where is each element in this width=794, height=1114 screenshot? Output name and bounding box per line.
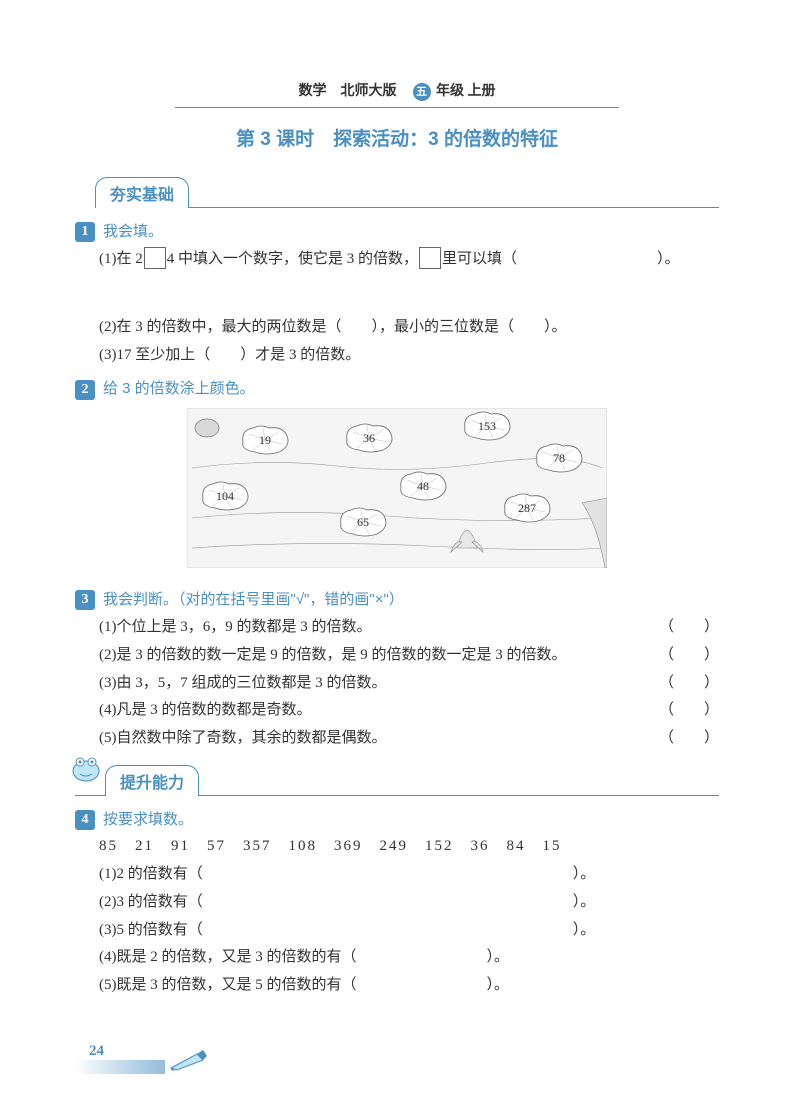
section-foundation: 夯实基础 [95,177,719,208]
q3-item: (1)个位上是 3，6，9 的数都是 3 的倍数。（ ） [99,614,719,642]
q4-item-end: ）。 [573,889,596,917]
leaf-number: 65 [357,515,369,529]
page-number: 24 [89,1043,165,1060]
lotus-leaf: 48 [401,472,446,500]
blank-box-icon [144,247,166,269]
q3-item-paren: （ ） [659,670,719,698]
q4-item-end: ）。 [487,972,510,1000]
lotus-leaf: 36 [347,424,392,452]
publisher: 北师大版 [341,84,397,99]
lotus-leaf: 78 [537,444,582,472]
leaf-number: 36 [363,431,375,445]
qnum-1: 1 [75,222,95,242]
q3-item-text: (4)凡是 3 的倍数的数都是奇数。 [99,697,659,725]
lotus-leaf: 65 [341,508,386,536]
leaf-number: 48 [417,479,429,493]
lotus-pond-image: 19 36 153 104 48 78 65 287 [187,408,607,568]
q3-item: (2)是 3 的倍数的数一定是 9 的倍数，是 9 的倍数的数一定是 3 的倍数… [99,642,719,670]
leaf-number: 78 [553,451,565,465]
q3-item-text: (1)个位上是 3，6，9 的数都是 3 的倍数。 [99,614,659,642]
q3-item-paren: （ ） [659,642,719,670]
lotus-leaf: 104 [203,482,248,510]
grade-badge: 五 [413,83,431,101]
q1-item3: (3)17 至少加上（ ）才是 3 的倍数。 [99,342,719,370]
q4-item: (4)既是 2 的倍数，又是 3 的倍数的有（ ）。 [99,944,719,972]
qnum-3: 3 [75,590,95,610]
q4-item-end: ）。 [573,917,596,945]
q4-item: (5)既是 3 的倍数，又是 5 的倍数的有（ ）。 [99,972,719,1000]
section-tab-foundation: 夯实基础 [95,177,189,208]
q3-item-paren: （ ） [659,725,719,753]
q4-item-label: (3)5 的倍数有（ [99,917,203,945]
lotus-leaf: 19 [243,426,288,454]
leaf-number: 104 [216,489,234,503]
blank-box-icon [419,247,441,269]
q3-item: (5)自然数中除了奇数，其余的数都是偶数。（ ） [99,725,719,753]
leaf-number: 19 [259,433,271,447]
subject: 数学 [299,84,327,99]
q3-item-paren: （ ） [659,697,719,725]
lotus-leaf: 153 [465,412,510,440]
q4-item: (1)2 的倍数有（ ）。 [99,861,719,889]
q4-item-end: ）。 [487,944,510,972]
leaf-number: 153 [478,419,496,433]
grade: 年级 [436,84,464,99]
page-footer: 24 [75,1043,165,1074]
q4-numbers: 85 21 91 57 357 108 369 249 152 36 84 15 [99,834,719,855]
q1-item1: (1)在 24 中填入一个数字，使它是 3 的倍数，里可以填（）。 [99,246,719,274]
q4-item-label: (5)既是 3 的倍数，又是 5 的倍数的有（ [99,972,357,1000]
section-tab-improve: 提升能力 [105,765,199,796]
q4-item-label: (4)既是 2 的倍数，又是 3 的倍数的有（ [99,944,357,972]
qnum-4: 4 [75,810,95,830]
frog-icon [69,751,103,785]
q1-item2: (2)在 3 的倍数中，最大的两位数是（ ），最小的三位数是（ ）。 [99,314,719,342]
qnum-2: 2 [75,380,95,400]
lotus-svg: 19 36 153 104 48 78 65 287 [187,408,607,568]
q4-item-end: ）。 [573,861,596,889]
q3-item: (3)由 3，5，7 组成的三位数都是 3 的倍数。（ ） [99,670,719,698]
q2-title: 给 3 的倍数涂上颜色。 [103,380,255,397]
volume: 上册 [468,84,496,99]
q3-item-text: (3)由 3，5，7 组成的三位数都是 3 的倍数。 [99,670,659,698]
question-1: 1 我会填。 (1)在 24 中填入一个数字，使它是 3 的倍数，里可以填（）。… [75,220,719,370]
lesson-title: 第 3 课时 探索活动：3 的倍数的特征 [75,124,719,151]
q3-item-text: (2)是 3 的倍数的数一定是 9 的倍数，是 9 的倍数的数一定是 3 的倍数… [99,642,659,670]
q3-item-text: (5)自然数中除了奇数，其余的数都是偶数。 [99,725,659,753]
question-2: 2 给 3 的倍数涂上颜色。 19 36 [75,377,719,567]
q4-title: 按要求填数。 [103,811,193,828]
q4-item: (3)5 的倍数有（ ）。 [99,917,719,945]
lotus-leaf: 287 [505,494,550,522]
book-header: 数学 北师大版 五 年级 上册 [175,80,619,108]
q4-item-label: (2)3 的倍数有（ [99,889,203,917]
question-4: 4 按要求填数。 85 21 91 57 357 108 369 249 152… [75,808,719,1000]
leaf-number: 287 [518,501,536,515]
q3-item: (4)凡是 3 的倍数的数都是奇数。（ ） [99,697,719,725]
q3-item-paren: （ ） [659,614,719,642]
q4-item-label: (1)2 的倍数有（ [99,861,203,889]
question-3: 3 我会判断。（对的在括号里画"√"，错的画"×"） (1)个位上是 3，6，9… [75,588,719,753]
section-improve: 提升能力 [75,765,719,796]
q3-title: 我会判断。（对的在括号里画"√"，错的画"×"） [103,591,404,608]
pencil-icon [169,1048,209,1072]
q1-title: 我会填。 [103,223,163,240]
q4-item: (2)3 的倍数有（ ）。 [99,889,719,917]
